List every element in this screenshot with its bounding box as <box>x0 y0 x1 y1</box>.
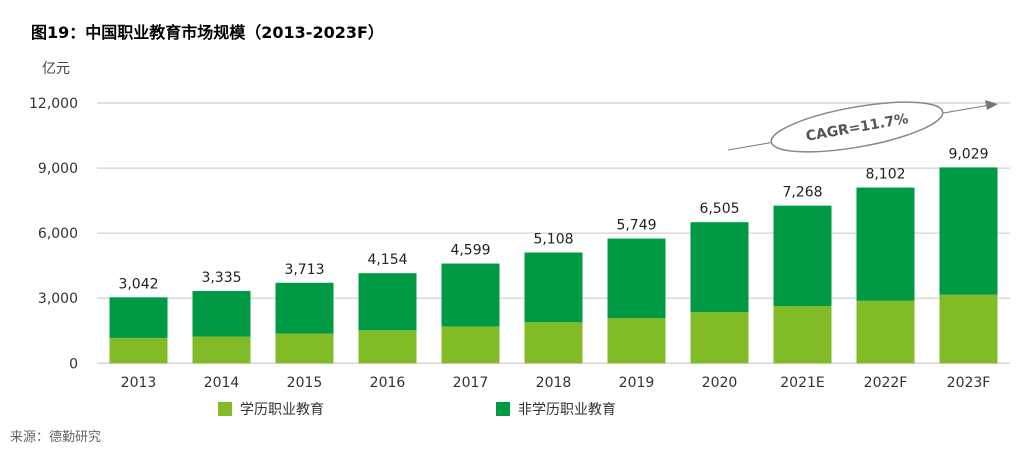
x-tick-label: 2021E <box>780 375 824 391</box>
bar-segment-non-academic <box>275 282 334 334</box>
y-tick-label: 12,000 <box>29 96 78 112</box>
y-tick-label: 9,000 <box>38 161 78 177</box>
bar-segment-academic <box>856 300 915 364</box>
chart-title: 图19：中国职业教育市场规模（2013-2023F） <box>31 23 384 42</box>
bar-segment-non-academic <box>856 187 915 301</box>
legend-swatch-academic <box>218 402 232 416</box>
x-tick-label: 2017 <box>453 375 489 391</box>
bar-segment-non-academic <box>109 297 168 338</box>
bar-segment-non-academic <box>358 273 417 331</box>
bar-segment-non-academic <box>773 205 832 307</box>
legend-label-academic: 学历职业教育 <box>240 402 324 418</box>
bar-segment-non-academic <box>192 290 251 337</box>
bar-segment-academic <box>109 337 168 364</box>
x-tick-label: 2013 <box>121 375 157 391</box>
bar-segment-academic <box>192 336 251 364</box>
x-tick-label: 2014 <box>204 375 240 391</box>
data-label: 8,102 <box>865 167 905 183</box>
source-note: 来源：德勤研究 <box>10 430 102 445</box>
data-label: 5,108 <box>533 231 573 247</box>
x-tick-label: 2022F <box>864 375 908 391</box>
legend-label-non-academic: 非学历职业教育 <box>518 402 616 418</box>
x-tick-label: 2015 <box>287 375 323 391</box>
data-label: 3,713 <box>284 262 324 278</box>
data-label: 3,042 <box>118 276 158 292</box>
bar-segment-academic <box>275 333 334 364</box>
bar-segment-academic <box>690 312 749 364</box>
data-label: 7,268 <box>782 185 822 201</box>
legend-swatch-non-academic <box>496 402 510 416</box>
x-tick-label: 2023F <box>947 375 991 391</box>
x-tick-label: 2018 <box>536 375 572 391</box>
x-tick-label: 2020 <box>702 375 738 391</box>
bar-segment-academic <box>358 330 417 364</box>
bar-segment-academic <box>441 326 500 364</box>
cagr-ellipse <box>770 101 944 153</box>
x-tick-label: 2019 <box>619 375 655 391</box>
cagr-arrowhead <box>985 100 998 110</box>
y-tick-label: 3,000 <box>38 291 78 307</box>
bar-segment-non-academic <box>441 263 500 327</box>
bar-segment-academic <box>939 294 998 364</box>
legend-item-non-academic: 非学历职业教育 <box>496 399 616 419</box>
bar-segment-non-academic <box>607 238 666 319</box>
y-tick-label: 6,000 <box>38 226 78 242</box>
data-label: 6,505 <box>699 201 739 217</box>
x-tick-label: 2016 <box>370 375 406 391</box>
y-axis-unit: 亿元 <box>42 61 70 77</box>
bar-segment-non-academic <box>939 167 998 295</box>
data-label: 9,029 <box>948 146 988 162</box>
bar-segment-academic <box>773 306 832 364</box>
bar-segment-academic <box>607 318 666 364</box>
bar-segment-non-academic <box>524 252 583 323</box>
bar-segment-non-academic <box>690 222 749 313</box>
bar-segment-academic <box>524 322 583 364</box>
data-label: 3,335 <box>201 270 241 286</box>
legend-item-academic: 学历职业教育 <box>218 399 324 419</box>
data-label: 4,599 <box>450 243 490 259</box>
y-tick-label: 0 <box>69 356 78 372</box>
data-label: 4,154 <box>367 252 407 268</box>
data-label: 5,749 <box>616 218 656 234</box>
